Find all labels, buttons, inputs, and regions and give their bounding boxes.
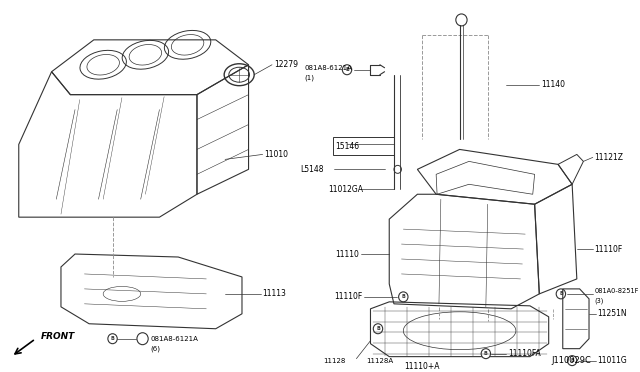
Circle shape bbox=[373, 324, 383, 334]
Circle shape bbox=[481, 349, 490, 359]
Text: 11010: 11010 bbox=[264, 150, 289, 159]
Text: 11011G: 11011G bbox=[598, 356, 627, 365]
Circle shape bbox=[108, 334, 117, 344]
Text: 11110FA: 11110FA bbox=[508, 349, 541, 358]
Text: B: B bbox=[484, 351, 488, 356]
Text: B: B bbox=[401, 294, 405, 299]
Text: 081A0-8251F: 081A0-8251F bbox=[595, 288, 639, 294]
Text: 12279: 12279 bbox=[274, 60, 298, 69]
Bar bbox=[333, 138, 394, 155]
Text: 11128: 11128 bbox=[323, 357, 345, 363]
Text: B: B bbox=[559, 291, 563, 296]
Text: B: B bbox=[570, 358, 574, 363]
Circle shape bbox=[568, 356, 577, 366]
Text: (1): (1) bbox=[305, 74, 315, 81]
Text: 081A8-6121A: 081A8-6121A bbox=[305, 65, 353, 71]
Circle shape bbox=[399, 292, 408, 302]
Text: 15146: 15146 bbox=[335, 142, 359, 151]
Text: FRONT: FRONT bbox=[40, 332, 75, 341]
Text: (3): (3) bbox=[595, 298, 604, 304]
Text: 11251N: 11251N bbox=[598, 309, 627, 318]
Text: 081A8-6121A: 081A8-6121A bbox=[150, 336, 198, 342]
Text: 11110+A: 11110+A bbox=[404, 362, 440, 371]
Text: 11140: 11140 bbox=[541, 80, 565, 89]
Circle shape bbox=[556, 289, 566, 299]
Text: 11110F: 11110F bbox=[334, 292, 362, 301]
Text: B: B bbox=[376, 326, 380, 331]
Text: L5148: L5148 bbox=[300, 165, 324, 174]
Text: B: B bbox=[111, 336, 115, 341]
Text: 11128A: 11128A bbox=[366, 357, 393, 363]
Text: 11121Z: 11121Z bbox=[595, 153, 623, 162]
Text: 11012GA: 11012GA bbox=[328, 185, 364, 194]
Text: 11110: 11110 bbox=[335, 250, 359, 259]
Text: 11113: 11113 bbox=[262, 289, 287, 298]
Circle shape bbox=[342, 65, 352, 75]
Text: B: B bbox=[345, 67, 349, 72]
Text: 11110F: 11110F bbox=[595, 244, 623, 254]
Text: (6): (6) bbox=[150, 346, 160, 352]
Text: J110029C: J110029C bbox=[551, 356, 591, 365]
